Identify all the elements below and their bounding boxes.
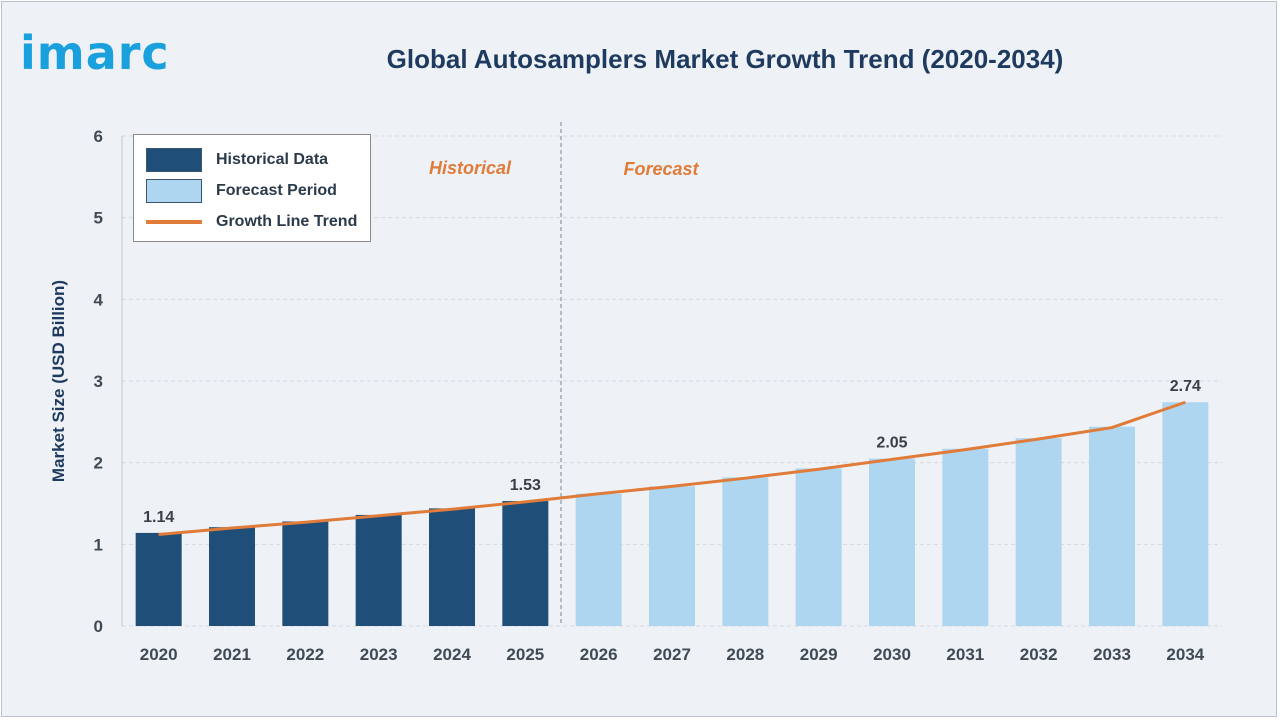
legend-label-historical: Historical Data	[216, 151, 329, 168]
bar-2027	[649, 486, 695, 626]
data-label-2020: 1.14	[143, 509, 174, 526]
imarc-logo: imarc	[20, 26, 170, 80]
bar-2023	[355, 514, 402, 626]
x-tick-label: 2031	[946, 645, 984, 664]
y-tick-label: 2	[94, 454, 103, 473]
x-tick-label: 2029	[800, 645, 838, 664]
y-tick-label: 6	[94, 127, 103, 146]
bar-2029	[795, 468, 842, 626]
x-tick-label: 2020	[140, 645, 178, 664]
legend-item-trend: Growth Line Trend	[146, 210, 357, 234]
bar-2021	[209, 527, 255, 626]
x-tick-label: 2027	[653, 645, 691, 664]
x-tick-label: 2032	[1020, 645, 1058, 664]
x-tick-label: 2026	[580, 645, 618, 664]
chart-legend: Historical Data Forecast Period Growth L…	[133, 134, 371, 242]
bar-2031	[942, 448, 989, 626]
bar-2033	[1089, 426, 1135, 626]
legend-label-forecast: Forecast Period	[216, 182, 337, 199]
bar-2032	[1015, 438, 1062, 626]
x-tick-label: 2025	[506, 645, 544, 664]
y-tick-label: 1	[94, 535, 103, 554]
x-tick-label: 2030	[873, 645, 911, 664]
y-tick-label: 5	[94, 209, 103, 228]
x-tick-label: 2024	[433, 645, 471, 664]
y-tick-label: 0	[94, 617, 103, 636]
legend-swatch-forecast	[146, 179, 202, 203]
legend-item-historical: Historical Data	[146, 148, 328, 172]
bar-2020	[135, 532, 182, 626]
growth-trend-line	[158, 400, 1186, 537]
data-label-2030: 2.05	[876, 435, 907, 452]
legend-swatch-historical	[146, 148, 202, 172]
y-tick-label: 3	[94, 372, 103, 391]
legend-item-forecast: Forecast Period	[146, 179, 337, 203]
bar-2028	[722, 477, 769, 626]
region-label-forecast: Forecast	[623, 159, 699, 179]
bar-2025	[502, 501, 549, 626]
bar-2026	[575, 493, 622, 626]
bar-2022	[282, 521, 329, 626]
legend-line-trend	[146, 220, 202, 224]
bar-2030	[869, 458, 915, 626]
y-axis-title: Market Size (USD Billion)	[49, 280, 68, 482]
data-label-2034: 2.74	[1170, 378, 1201, 395]
bar-2024	[429, 508, 475, 626]
x-tick-label: 2034	[1166, 645, 1204, 664]
x-tick-label: 2021	[213, 645, 251, 664]
bar-2034	[1162, 402, 1209, 626]
y-tick-label: 4	[94, 290, 104, 309]
region-label-historical: Historical	[429, 158, 512, 178]
chart-title: Global Autosamplers Market Growth Trend …	[386, 44, 1064, 74]
x-tick-label: 2028	[726, 645, 764, 664]
legend-label-trend: Growth Line Trend	[216, 213, 358, 230]
x-tick-label: 2033	[1093, 645, 1131, 664]
x-tick-label: 2022	[286, 645, 324, 664]
data-label-2025: 1.53	[510, 477, 541, 494]
x-tick-label: 2023	[360, 645, 398, 664]
